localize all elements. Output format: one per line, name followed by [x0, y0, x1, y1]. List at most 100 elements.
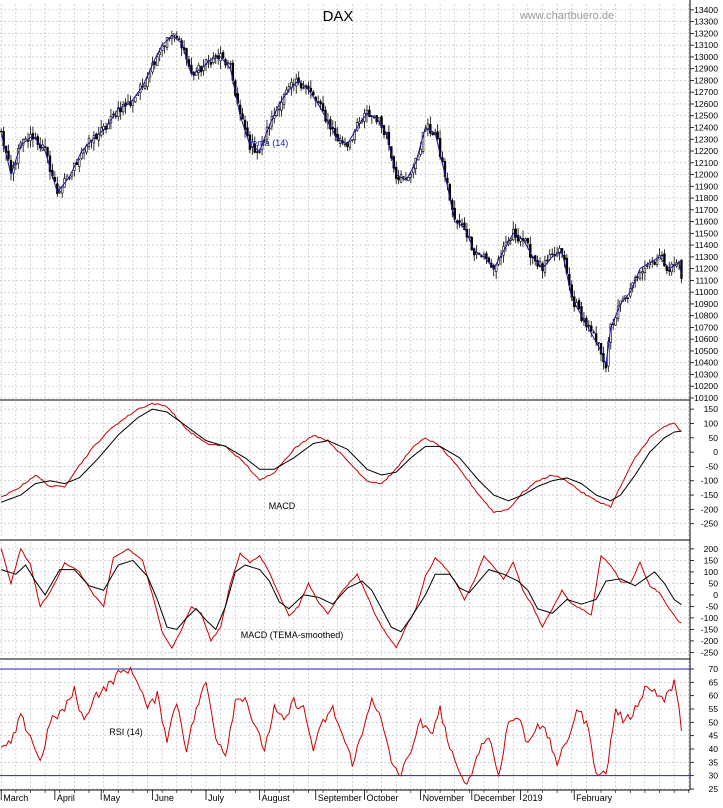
candle-body: [282, 94, 286, 105]
price-ytick-label: 11300: [695, 252, 718, 262]
rsi-ytick-label: 40: [708, 744, 718, 754]
macd_tema-label: MACD (TEMA-smoothed): [241, 630, 344, 640]
candle-body: [309, 87, 313, 92]
price-ytick-label: 11100: [695, 275, 718, 285]
price-ytick-label: 11400: [695, 240, 718, 250]
candle-body: [114, 115, 118, 117]
candle-body: [246, 127, 249, 137]
price-ytick-label: 10400: [694, 358, 718, 368]
candle-body: [173, 33, 176, 36]
candle-body: [526, 238, 530, 244]
candle-body: [592, 331, 595, 334]
macd_tema-ytick-label: 0: [713, 590, 718, 600]
candle-body: [251, 141, 254, 148]
x-month-label: July: [208, 793, 225, 803]
price-ytick-label: 10500: [694, 346, 718, 356]
candle-body: [365, 109, 369, 116]
candle-body: [641, 271, 644, 274]
macd-ytick-label: -200: [701, 504, 718, 514]
price-ytick-label: 10100: [694, 393, 718, 403]
price-ytick-label: 10900: [694, 299, 718, 309]
candle-body: [280, 102, 283, 111]
candle-body: [256, 151, 259, 153]
x-month-label: 2019: [523, 793, 543, 803]
x-month-label: March: [3, 793, 28, 803]
candle-body: [668, 269, 671, 272]
price-candles: [0, 30, 683, 373]
price-ytick-label: 10600: [694, 334, 718, 344]
macd_tema-ytick-label: -100: [701, 613, 718, 623]
macd-grid: -250 -200 -150 -100 -50 0 50 100 150: [0, 402, 718, 538]
rsi-ytick-label: 70: [708, 664, 718, 674]
macd-series-0-line: [0, 402, 682, 514]
candle-body: [380, 116, 383, 128]
candle-body: [148, 73, 152, 78]
candle-body: [153, 61, 157, 65]
price-ytick-label: 12100: [694, 158, 718, 168]
watermark: www.chartbuero.de: [519, 10, 614, 22]
rsi-label: RSI (14): [109, 727, 143, 737]
candle-body: [58, 191, 61, 193]
candle-body: [163, 45, 166, 47]
candle-body: [655, 259, 659, 266]
price-ytick-label: 10200: [694, 381, 718, 391]
candle-body: [436, 131, 439, 139]
price-ytick-label: 12300: [694, 134, 718, 144]
price-ytick-label: 12000: [694, 170, 718, 180]
candle-body: [653, 261, 656, 265]
price-ytick-label: 11000: [695, 287, 718, 297]
candle-body: [175, 35, 178, 39]
candle-body: [312, 91, 315, 96]
candle-body: [221, 52, 225, 59]
x-month-label: May: [103, 793, 121, 803]
candle-body: [614, 317, 617, 326]
rsi-ytick-label: 25: [708, 784, 718, 794]
price-ytick-label: 10700: [694, 322, 718, 332]
candle-body: [209, 61, 213, 65]
macd-ytick-label: -250: [701, 519, 718, 529]
candle-body: [143, 85, 147, 89]
macd_tema-ytick-label: 50: [708, 578, 718, 588]
price-ytick-label: 11800: [695, 193, 718, 203]
candle-body: [117, 107, 120, 117]
candle-body: [558, 247, 561, 254]
rsi-grid: 25 30 35 40 45 50 55 60 65 70: [0, 661, 718, 794]
candle-body: [146, 77, 149, 87]
candle-body: [351, 139, 354, 141]
candle-body: [97, 134, 100, 141]
candle-body: [60, 187, 64, 194]
candle-body: [197, 65, 200, 73]
x-month-label: November: [423, 793, 465, 803]
price-ytick-label: 11200: [695, 264, 718, 274]
price-ytick-label: 12700: [694, 87, 718, 97]
rsi-ytick-label: 55: [708, 704, 718, 714]
macd_tema-ytick-label: -250: [701, 647, 718, 657]
price-ytick-label: 12400: [694, 122, 718, 132]
rsi-ytick-label: 35: [708, 757, 718, 767]
macd_tema-ytick-label: -200: [701, 636, 718, 646]
rsi-series-0-line: [0, 666, 682, 785]
rsi-ytick-label: 30: [708, 771, 718, 781]
candle-body: [307, 85, 310, 89]
candle-body: [524, 238, 527, 242]
macd_tema-ytick-label: 200: [704, 544, 719, 554]
candle-body: [43, 146, 47, 148]
candle-body: [190, 64, 193, 74]
candle-body: [487, 257, 491, 263]
price-ytick-label: 11500: [695, 228, 718, 238]
candle-body: [24, 138, 27, 141]
candle-body: [646, 265, 649, 267]
price-ytick-label: 12800: [694, 75, 718, 85]
candle-body: [504, 241, 508, 246]
candle-body: [82, 149, 86, 154]
candle-body: [368, 109, 371, 117]
candle-body: [7, 150, 10, 160]
chart-title: DAX: [323, 8, 354, 25]
candle-body: [577, 300, 581, 309]
candle-body: [212, 56, 215, 63]
candle-body: [258, 151, 261, 153]
candle-body: [421, 131, 425, 152]
rsi-ytick-label: 65: [708, 677, 718, 687]
candle-body: [78, 159, 81, 167]
candle-body: [156, 56, 159, 66]
